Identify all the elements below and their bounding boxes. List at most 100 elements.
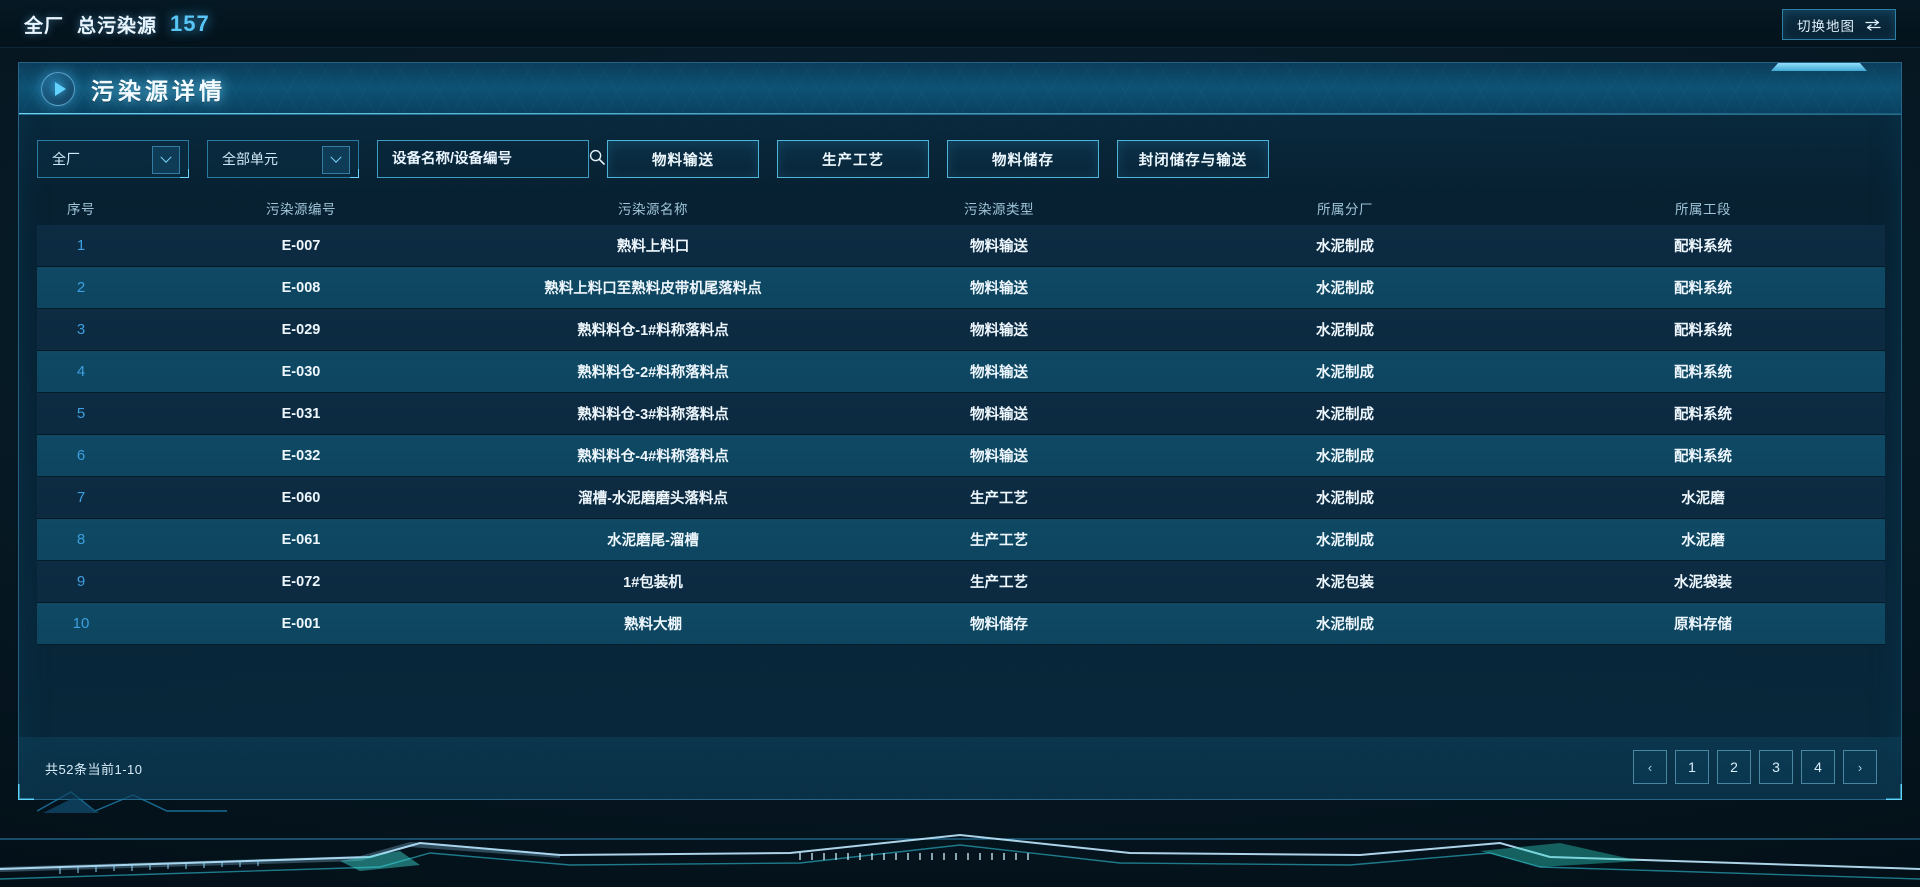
table-row[interactable]: 6 E-032 熟料料仓-4#料称落料点 物料输送 水泥制成 配料系统 bbox=[37, 435, 1885, 477]
cell-branch: 水泥制成 bbox=[1316, 239, 1374, 255]
cell-code: E-060 bbox=[281, 489, 321, 506]
cell-name: 熟料大棚 bbox=[624, 617, 682, 633]
tab-material-storage[interactable]: 物料储存 bbox=[947, 140, 1099, 178]
cell-type: 物料输送 bbox=[970, 365, 1028, 381]
tab-enclosed-storage-transport[interactable]: 封闭储存与输送 bbox=[1117, 140, 1269, 178]
switch-map-label: 切换地图 bbox=[1797, 18, 1855, 34]
cell-section: 配料系统 bbox=[1674, 323, 1732, 339]
cell-name: 熟料上料口至熟料皮带机尾落料点 bbox=[544, 281, 762, 297]
cell-section: 水泥磨 bbox=[1681, 491, 1725, 507]
table-row[interactable]: 3 E-029 熟料料仓-1#料称落料点 物料输送 水泥制成 配料系统 bbox=[37, 309, 1885, 351]
cell-section: 配料系统 bbox=[1674, 365, 1732, 381]
cell-type: 物料输送 bbox=[970, 449, 1028, 465]
cell-index: 7 bbox=[76, 489, 86, 506]
cell-index: 1 bbox=[76, 237, 86, 254]
cell-code: E-030 bbox=[281, 363, 321, 380]
cell-branch: 水泥制成 bbox=[1316, 533, 1374, 549]
cell-index: 8 bbox=[76, 531, 86, 548]
cell-section: 水泥磨 bbox=[1681, 533, 1725, 549]
cell-index: 10 bbox=[72, 615, 90, 632]
cell-code: E-029 bbox=[281, 321, 321, 338]
top-bar: 全厂 总污染源 157 切换地图 bbox=[0, 0, 1920, 48]
panel-title-group: 污染源详情 bbox=[41, 63, 226, 114]
column-header-code: 污染源编号 bbox=[266, 202, 336, 217]
chevron-down-icon[interactable] bbox=[152, 146, 180, 174]
plant-scope-label: 全厂 bbox=[24, 15, 65, 37]
record-total-text: 共52条当前1-10 bbox=[45, 762, 143, 777]
column-header-branch: 所属分厂 bbox=[1317, 202, 1373, 217]
cell-name: 溜槽-水泥磨磨头落料点 bbox=[578, 491, 728, 507]
pagination-page-4[interactable]: 4 bbox=[1801, 750, 1835, 784]
cell-code: E-032 bbox=[281, 447, 321, 464]
cell-index: 6 bbox=[76, 447, 86, 464]
tab-production-process[interactable]: 生产工艺 bbox=[777, 140, 929, 178]
select-corner-tick bbox=[180, 169, 189, 178]
unit-select[interactable]: 全部单元 bbox=[207, 140, 359, 178]
cell-index: 9 bbox=[76, 573, 86, 590]
cell-section: 配料系统 bbox=[1674, 281, 1732, 297]
cell-index: 2 bbox=[76, 279, 86, 296]
unit-select-value: 全部单元 bbox=[222, 151, 278, 167]
table-body: 1 E-007 熟料上料口 物料输送 水泥制成 配料系统 2 E-008 熟料上料口至熟料皮带机… bbox=[37, 225, 1885, 645]
search-input[interactable] bbox=[392, 151, 589, 167]
pagination-page-1[interactable]: 1 bbox=[1675, 750, 1709, 784]
pagination-next-button[interactable]: › bbox=[1843, 750, 1877, 784]
cell-name: 1#包装机 bbox=[623, 575, 683, 591]
cell-section: 配料系统 bbox=[1674, 449, 1732, 465]
cell-code: E-031 bbox=[281, 405, 321, 422]
pagination-prev-button[interactable]: ‹ bbox=[1633, 750, 1667, 784]
pollution-source-panel: 污染源详情 全厂 全部单元 物料输送 生产工艺 物料 bbox=[18, 62, 1902, 813]
table-row[interactable]: 2 E-008 熟料上料口至熟料皮带机尾落料点 物料输送 水泥制成 配料系统 bbox=[37, 267, 1885, 309]
search-icon[interactable] bbox=[589, 149, 605, 170]
plant-select[interactable]: 全厂 bbox=[37, 140, 189, 178]
table-row[interactable]: 10 E-001 熟料大棚 物料储存 水泥制成 原料存储 bbox=[37, 603, 1885, 645]
table-row[interactable]: 7 E-060 溜槽-水泥磨磨头落料点 生产工艺 水泥制成 水泥磨 bbox=[37, 477, 1885, 519]
cell-code: E-072 bbox=[281, 573, 321, 590]
cell-name: 熟料料仓-1#料称落料点 bbox=[577, 323, 729, 339]
cell-type: 物料输送 bbox=[970, 239, 1028, 255]
table-row[interactable]: 9 E-072 1#包装机 生产工艺 水泥包装 水泥袋装 bbox=[37, 561, 1885, 603]
cell-name: 熟料上料口 bbox=[616, 239, 690, 255]
cell-type: 物料储存 bbox=[970, 617, 1028, 633]
cell-code: E-061 bbox=[281, 531, 321, 548]
chevron-down-icon[interactable] bbox=[322, 146, 350, 174]
bottom-decoration bbox=[0, 833, 1920, 880]
cell-type: 物料输送 bbox=[970, 281, 1028, 297]
cell-branch: 水泥制成 bbox=[1316, 407, 1374, 423]
cell-section: 水泥袋装 bbox=[1674, 575, 1732, 591]
total-sources-label: 总污染源 bbox=[77, 15, 158, 37]
table-row[interactable]: 5 E-031 熟料料仓-3#料称落料点 物料输送 水泥制成 配料系统 bbox=[37, 393, 1885, 435]
switch-map-button[interactable]: 切换地图 bbox=[1782, 9, 1896, 40]
table-row[interactable]: 4 E-030 熟料料仓-2#料称落料点 物料输送 水泥制成 配料系统 bbox=[37, 351, 1885, 393]
cell-index: 3 bbox=[76, 321, 86, 338]
cell-branch: 水泥制成 bbox=[1316, 281, 1374, 297]
column-header-name: 污染源名称 bbox=[618, 202, 688, 217]
cell-branch: 水泥制成 bbox=[1316, 617, 1374, 633]
column-header-type: 污染源类型 bbox=[964, 202, 1034, 217]
cell-code: E-001 bbox=[281, 615, 321, 632]
play-triangle-icon bbox=[41, 72, 75, 106]
cell-type: 生产工艺 bbox=[970, 533, 1028, 549]
cell-section: 配料系统 bbox=[1674, 239, 1732, 255]
pollution-source-table: 序号 污染源编号 污染源名称 污染源类型 所属分厂 所属工段 1 E-007 熟料上… bbox=[37, 191, 1885, 645]
pagination-page-2[interactable]: 2 bbox=[1717, 750, 1751, 784]
cell-section: 配料系统 bbox=[1674, 407, 1732, 423]
table-row[interactable]: 1 E-007 熟料上料口 物料输送 水泥制成 配料系统 bbox=[37, 225, 1885, 267]
tab-material-transport[interactable]: 物料输送 bbox=[607, 140, 759, 178]
cell-type: 生产工艺 bbox=[970, 575, 1028, 591]
cell-name: 熟料料仓-4#料称落料点 bbox=[577, 449, 729, 465]
cell-type: 物料输送 bbox=[970, 407, 1028, 423]
cell-branch: 水泥制成 bbox=[1316, 365, 1374, 381]
total-sources-count: 157 bbox=[170, 11, 210, 36]
search-box[interactable] bbox=[377, 140, 605, 178]
cell-section: 原料存储 bbox=[1674, 617, 1732, 633]
table-row[interactable]: 8 E-061 水泥磨尾-溜槽 生产工艺 水泥制成 水泥磨 bbox=[37, 519, 1885, 561]
cell-name: 熟料料仓-3#料称落料点 bbox=[577, 407, 729, 423]
cell-code: E-008 bbox=[281, 279, 321, 296]
panel-header: 污染源详情 bbox=[19, 63, 1901, 115]
cell-branch: 水泥制成 bbox=[1316, 323, 1374, 339]
cell-branch: 水泥制成 bbox=[1316, 491, 1374, 507]
column-header-index: 序号 bbox=[67, 202, 95, 217]
table-footer: 共52条当前1-10 ‹ 1 2 3 4 › bbox=[19, 737, 1901, 799]
pagination-page-3[interactable]: 3 bbox=[1759, 750, 1793, 784]
